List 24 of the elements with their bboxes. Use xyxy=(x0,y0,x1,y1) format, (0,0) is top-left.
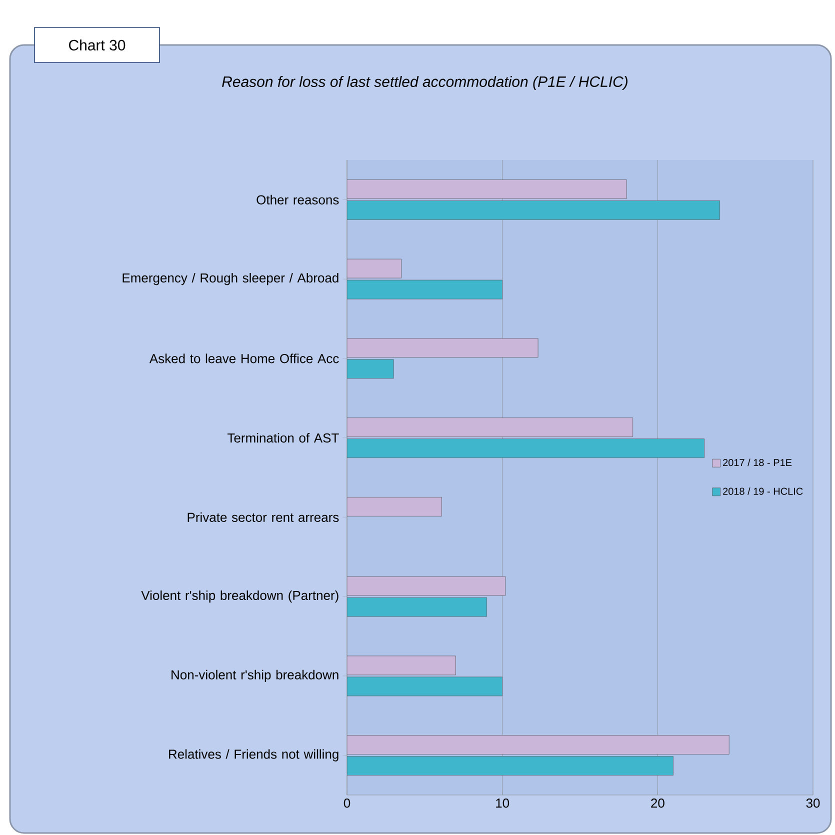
y-tick-label: Non-violent r'ship breakdown xyxy=(172,670,338,682)
bar xyxy=(347,179,627,199)
y-tick-label: Emergency / Rough sleeper / Abroad xyxy=(122,272,338,286)
x-tick-label: 30 xyxy=(806,798,820,808)
y-tick-label: Asked to leave Home Office Acc xyxy=(149,354,339,364)
y-tick-label: Other reasons xyxy=(256,194,339,204)
bar xyxy=(347,338,538,358)
bar xyxy=(347,576,506,596)
bar xyxy=(347,735,730,755)
y-tick-label: Termination of AST xyxy=(228,433,339,443)
chart-title: Reason for loss of last settled accommodation (P1E / HCLIC) xyxy=(222,76,628,90)
legend-label: 2017 / 18 - P1E xyxy=(723,458,792,466)
bar xyxy=(347,656,456,676)
x-tick-label: 0 xyxy=(344,798,350,808)
x-tick-label: 20 xyxy=(651,798,664,808)
bar xyxy=(347,258,402,278)
bar xyxy=(347,496,442,516)
y-tick-label: Violent r'ship breakdown (Partner) xyxy=(141,590,338,603)
y-tick-label: Private sector rent arrears xyxy=(188,512,339,522)
y-tick-label: Relatives / Friends not willing xyxy=(169,749,338,762)
bar xyxy=(347,418,634,438)
caption: Chart 30 xyxy=(69,39,126,50)
legend-label: 2018 / 19 - HCLIC xyxy=(723,487,803,495)
x-tick-label: 10 xyxy=(496,798,510,808)
